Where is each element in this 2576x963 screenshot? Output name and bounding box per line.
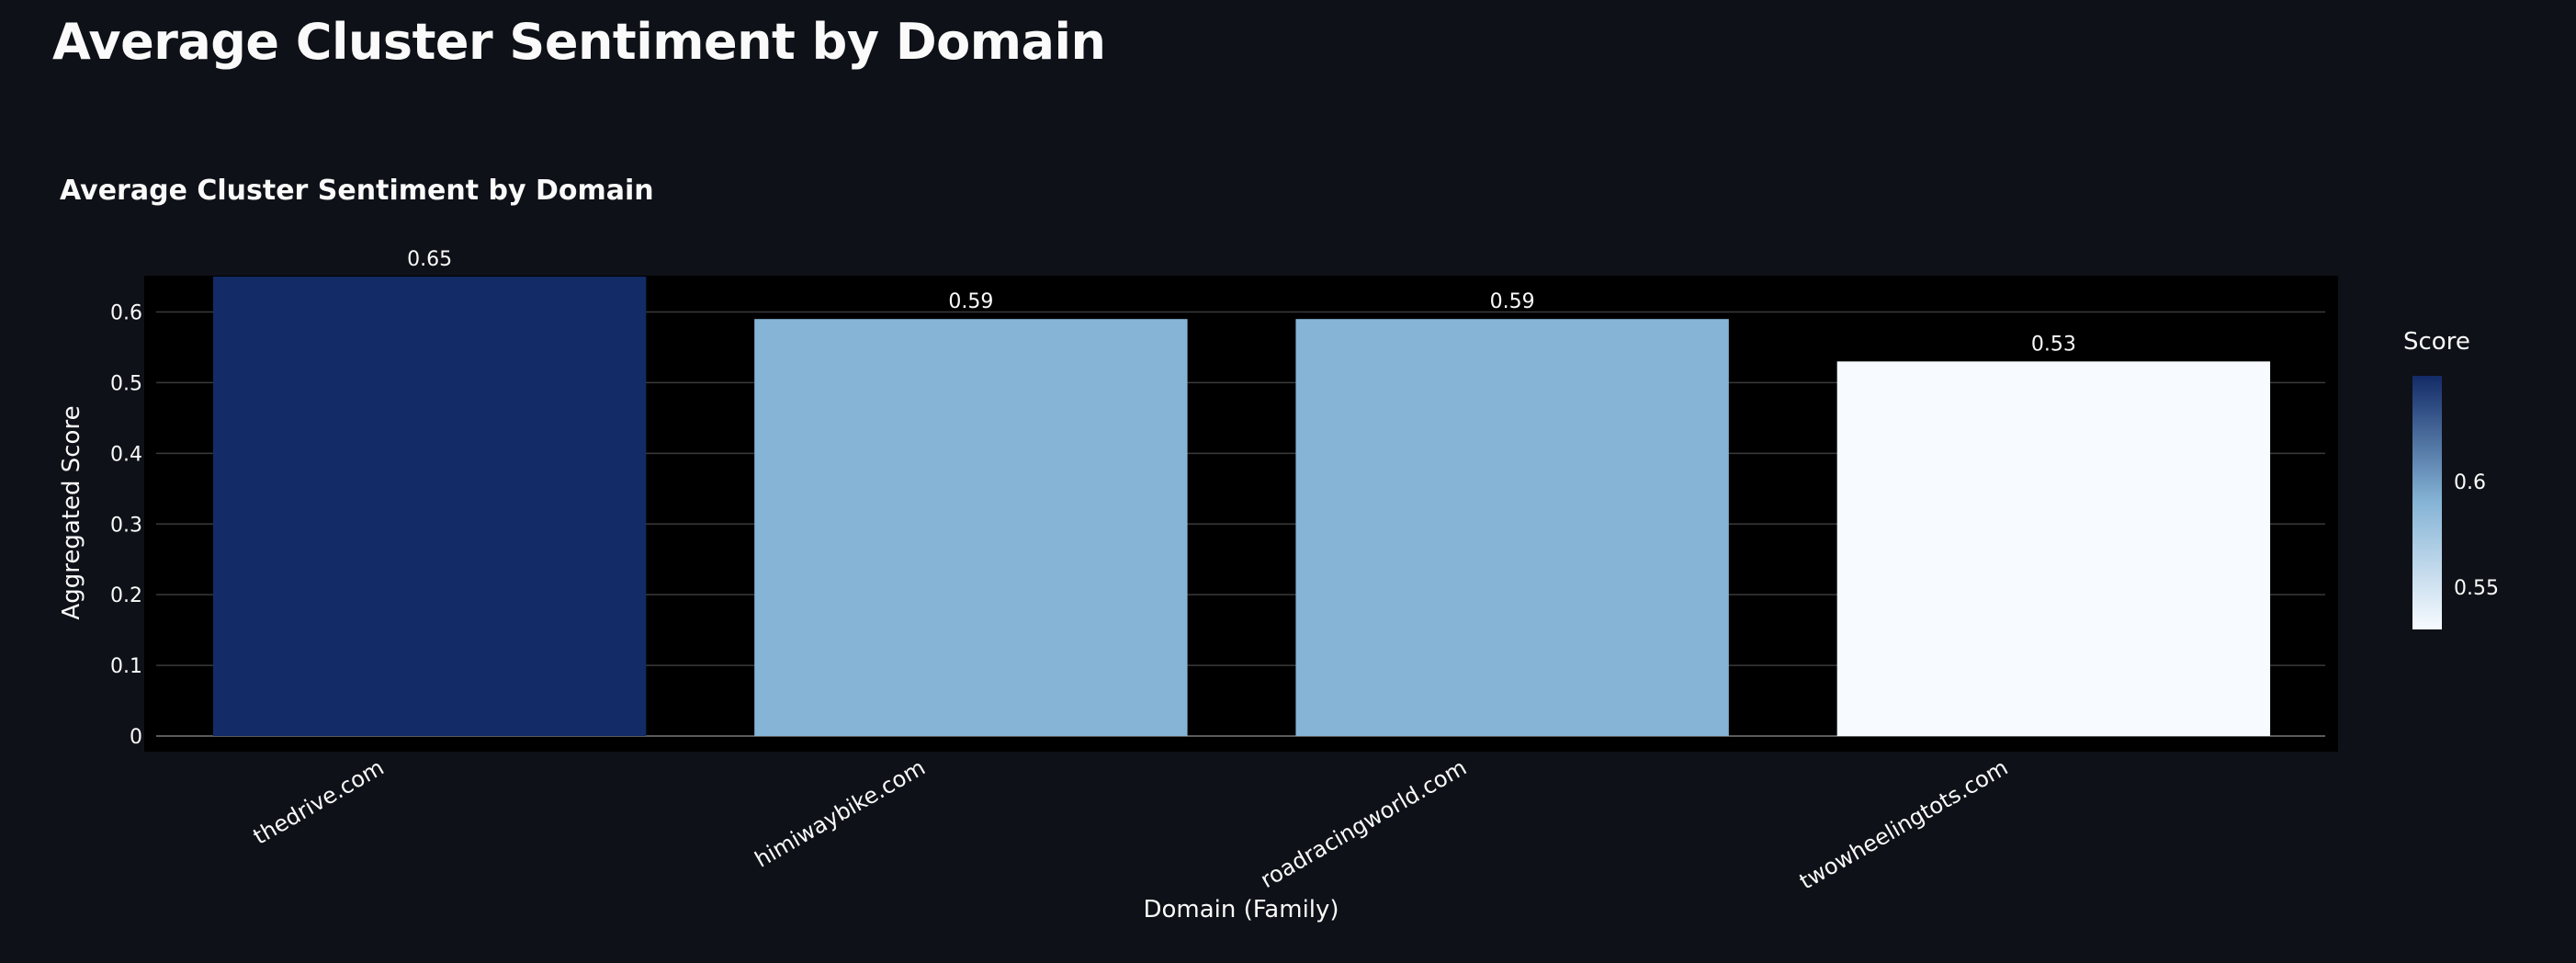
y-tick-label: 0.3 bbox=[110, 514, 142, 537]
colorbar-title: Score bbox=[2403, 328, 2470, 356]
y-tick-label: 0.1 bbox=[110, 655, 142, 678]
data-label: 0.65 bbox=[407, 248, 452, 271]
chart-title: Average Cluster Sentiment by Domain bbox=[60, 175, 654, 207]
data-label: 0.53 bbox=[2031, 333, 2076, 356]
bar bbox=[1295, 319, 1729, 736]
bars bbox=[212, 277, 2271, 736]
bar bbox=[754, 319, 1188, 736]
y-tick-label: 0.4 bbox=[110, 443, 142, 466]
x-tick-label: roadracingworld.com bbox=[1256, 754, 1471, 893]
x-tick-label: thedrive.com bbox=[249, 754, 389, 850]
data-label: 0.59 bbox=[1490, 290, 1535, 313]
x-axis-label: Domain (Family) bbox=[1143, 896, 1339, 923]
data-label: 0.59 bbox=[948, 290, 993, 313]
y-tick-label: 0 bbox=[130, 726, 142, 749]
x-tick-label: twowheelingtots.com bbox=[1795, 754, 2012, 895]
y-axis-label: Aggregated Score bbox=[58, 405, 85, 619]
colorbar-tick-label: 0.6 bbox=[2454, 471, 2486, 494]
page-title: Average Cluster Sentiment by Domain bbox=[52, 13, 1106, 71]
bar bbox=[1836, 361, 2271, 736]
y-tick-label: 0.6 bbox=[110, 302, 142, 325]
y-tick-label: 0.5 bbox=[110, 372, 142, 395]
colorbar-ticks: 0.55 0.6 bbox=[2454, 471, 2499, 600]
x-tick-label: himiwaybike.com bbox=[751, 754, 930, 873]
bar bbox=[212, 277, 647, 736]
colorbar-gradient bbox=[2412, 376, 2442, 629]
colorbar-tick-label: 0.55 bbox=[2454, 577, 2499, 600]
colorbar: Score 0.55 0.6 bbox=[2403, 328, 2499, 629]
x-axis-ticks: thedrive.com himiwaybike.com roadracingwor… bbox=[249, 754, 2012, 895]
y-tick-label: 0.2 bbox=[110, 584, 142, 607]
data-labels: 0.65 0.59 0.59 0.53 bbox=[407, 248, 2076, 356]
y-axis-ticks: 0 0.1 0.2 0.3 0.4 0.5 0.6 bbox=[110, 302, 142, 750]
